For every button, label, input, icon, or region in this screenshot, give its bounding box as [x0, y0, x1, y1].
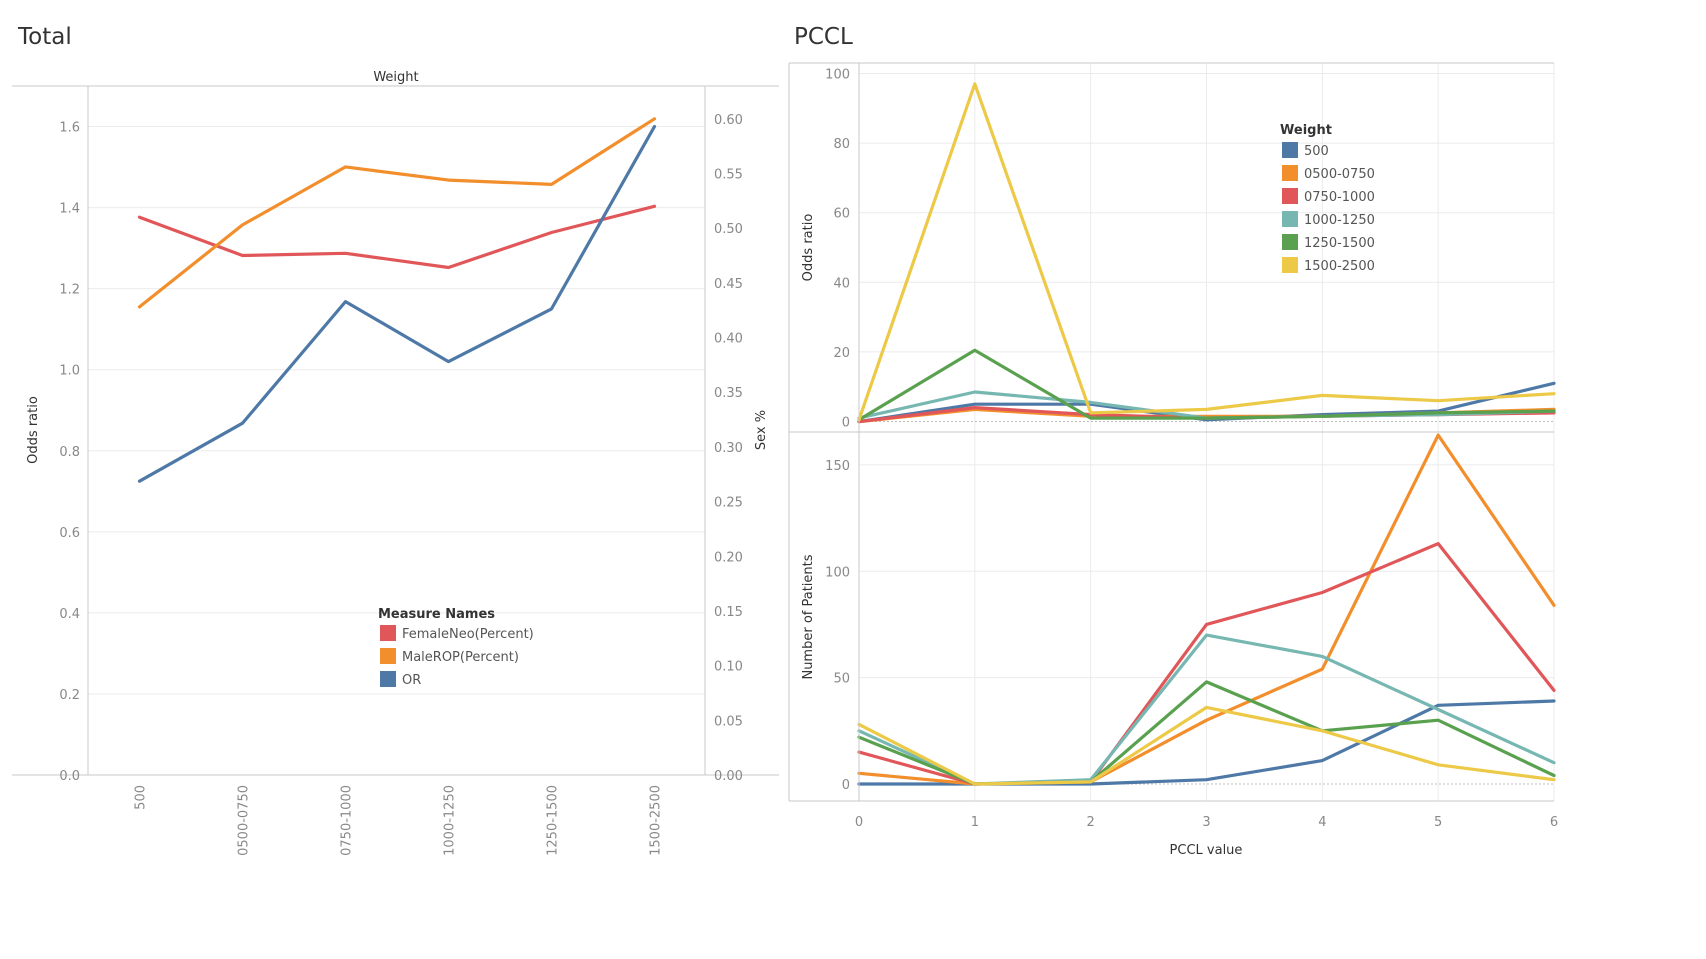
pccl-y-axis-title: Number of Patients — [801, 554, 816, 679]
pccl-x-tick-label: 2 — [1087, 815, 1095, 830]
right-y-tick-label: 0.60 — [714, 113, 743, 128]
pccl-x-tick-label: 6 — [1550, 815, 1558, 830]
right-y-axis-title: Sex % — [754, 410, 769, 450]
pccl-legend-label: 0750-1000 — [1304, 190, 1375, 205]
legend-label: MaleROP(Percent) — [402, 650, 519, 665]
legend-title: Measure Names — [378, 607, 495, 622]
line-series — [137, 124, 657, 483]
left-x-axis-title: Weight — [373, 70, 418, 85]
pccl-y-tick-label: 100 — [825, 67, 850, 82]
pccl-x-tick-label: 1 — [971, 815, 979, 830]
pccl-legend-swatch — [1282, 257, 1298, 273]
right-y-tick-label: 0.05 — [714, 714, 743, 729]
left-x-tick-label: 1500-2500 — [649, 785, 664, 856]
right-y-tick-label: 0.30 — [714, 441, 743, 456]
right-y-tick-label: 0.45 — [714, 277, 743, 292]
left-y-tick-label: 0.0 — [59, 769, 80, 784]
pccl-x-axis-title: PCCL value — [1170, 843, 1243, 858]
line-series — [137, 117, 657, 309]
line-series — [857, 381, 1556, 424]
pccl-y-tick-label: 50 — [833, 672, 850, 687]
right-y-tick-label: 0.25 — [714, 496, 743, 511]
pccl-legend-swatch — [1282, 234, 1298, 250]
pccl-x-tick-label: 0 — [855, 815, 863, 830]
pccl-legend-label: 1250-1500 — [1304, 236, 1375, 251]
pccl-x-tick-label: 3 — [1202, 815, 1210, 830]
pccl-legend-label: 1000-1250 — [1304, 213, 1375, 228]
pccl-x-tick-label: 4 — [1318, 815, 1326, 830]
right-y-tick-label: 0.50 — [714, 222, 743, 237]
left-y-tick-label: 0.4 — [59, 607, 80, 622]
left-y-tick-label: 0.8 — [59, 445, 80, 460]
line-series — [857, 705, 1556, 786]
pccl-y-tick-label: 0 — [842, 778, 850, 793]
right-y-tick-label: 0.35 — [714, 386, 743, 401]
legend-swatch — [380, 671, 396, 687]
pccl-y-tick-label: 60 — [833, 207, 850, 222]
right-y-tick-label: 0.55 — [714, 167, 743, 182]
left-x-tick-label: 1250-1500 — [546, 785, 561, 856]
left-y-tick-label: 0.2 — [59, 688, 80, 703]
pccl-y-tick-label: 100 — [825, 565, 850, 580]
pccl-y-tick-label: 0 — [842, 416, 850, 431]
right-y-tick-label: 0.15 — [714, 605, 743, 620]
pccl-y-tick-label: 20 — [833, 346, 850, 361]
legend-swatch — [380, 648, 396, 664]
pccl-legend-title: Weight — [1280, 123, 1332, 138]
right-y-tick-label: 0.20 — [714, 550, 743, 565]
pccl-legend-label: 0500-0750 — [1304, 167, 1375, 182]
legend-label: OR — [402, 673, 421, 688]
left-x-tick-label: 1000-1250 — [443, 785, 458, 856]
left-y-tick-label: 1.4 — [59, 202, 80, 217]
pccl-y-axis-title: Odds ratio — [801, 214, 816, 282]
pccl-y-tick-label: 150 — [825, 459, 850, 474]
right-y-tick-label: 0.40 — [714, 332, 743, 347]
pccl-legend-swatch — [1282, 188, 1298, 204]
line-series — [857, 82, 1556, 422]
pccl-legend-swatch — [1282, 165, 1298, 181]
left-x-tick-label: 0750-1000 — [340, 785, 355, 856]
legend-swatch — [380, 625, 396, 641]
pccl-legend-label: 500 — [1304, 144, 1329, 159]
pccl-y-tick-label: 80 — [833, 137, 850, 152]
left-y-tick-label: 1.6 — [59, 121, 80, 136]
pccl-legend-swatch — [1282, 142, 1298, 158]
pccl-x-tick-label: 5 — [1434, 815, 1442, 830]
right-y-tick-label: 0.10 — [714, 660, 743, 675]
left-chart-title: Total — [18, 24, 72, 50]
right-chart-title: PCCL — [794, 24, 853, 50]
pccl-y-tick-label: 40 — [833, 276, 850, 291]
pccl-legend-swatch — [1282, 211, 1298, 227]
left-y-axis-title: Odds ratio — [26, 396, 41, 464]
right-y-tick-label: 0.00 — [714, 769, 743, 784]
left-x-tick-label: 500 — [134, 785, 149, 810]
left-y-tick-label: 1.2 — [59, 283, 80, 298]
left-y-tick-label: 1.0 — [59, 364, 80, 379]
line-series — [137, 204, 657, 270]
pccl-legend-label: 1500-2500 — [1304, 259, 1375, 274]
left-y-tick-label: 0.6 — [59, 526, 80, 541]
left-x-tick-label: 0500-0750 — [237, 785, 252, 856]
line-series — [857, 348, 1556, 422]
legend-label: FemaleNeo(Percent) — [402, 627, 534, 642]
